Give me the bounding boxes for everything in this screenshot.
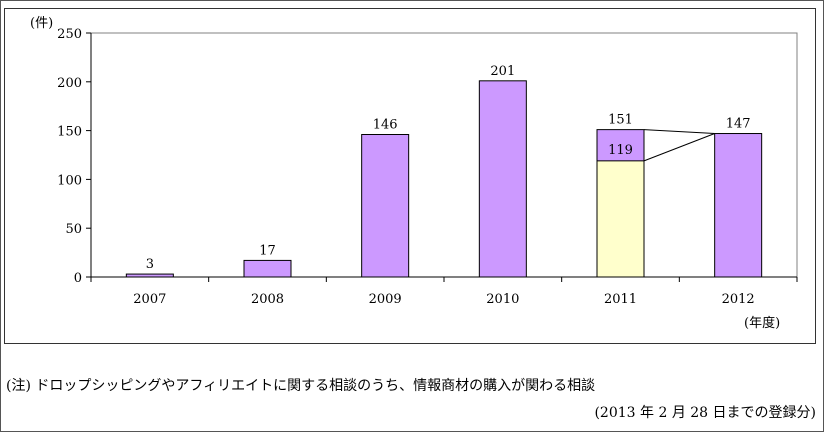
y-unit-label: (件) — [30, 16, 53, 31]
y-tick-label: 50 — [65, 222, 82, 237]
data-label: 17 — [259, 243, 276, 258]
footnote-date: (2013 年 2 月 28 日までの登録分) — [594, 405, 816, 421]
data-label: 201 — [490, 64, 515, 79]
bar — [361, 134, 410, 278]
x-tick-label: 2010 — [486, 292, 519, 307]
connector-line — [643, 133, 715, 162]
y-axis: 0 50 100 150 200 250 — [57, 27, 92, 286]
data-label: 151 — [608, 113, 633, 128]
sub-segment-label: 119 — [608, 143, 633, 158]
plot-frame — [90, 32, 798, 278]
x-axis: 2007 2008 2009 2010 2011 2012 — [90, 276, 798, 307]
y-tick-label: 150 — [57, 125, 82, 140]
data-labels: 3 17 146 201 151 147 119 — [146, 64, 751, 272]
bar — [714, 133, 763, 278]
connector-line — [643, 129, 715, 135]
data-label: 147 — [726, 117, 751, 132]
x-tick-label: 2011 — [604, 292, 637, 307]
plot-area — [90, 32, 798, 278]
chart-container — [4, 8, 816, 344]
footnote: (注) ドロップシッピングやアフィリエイトに関する相談のうち、情報商材の購入が関… — [6, 378, 596, 394]
data-label: 146 — [373, 118, 398, 133]
bar — [243, 259, 292, 278]
bars — [125, 80, 763, 278]
y-tick-label: 0 — [74, 271, 82, 286]
data-label: 3 — [146, 257, 154, 272]
x-tick-label: 2007 — [133, 292, 166, 307]
bar — [125, 273, 174, 278]
bar-sub-segment — [596, 160, 645, 278]
x-tick-label: 2012 — [722, 292, 755, 307]
bar — [478, 80, 527, 278]
y-tick-label: 250 — [57, 27, 82, 42]
y-tick-label: 100 — [57, 173, 82, 188]
x-tick-label: 2009 — [369, 292, 402, 307]
y-tick-label: 200 — [57, 76, 82, 91]
x-tick-label: 2008 — [251, 292, 284, 307]
x-unit-label: (年度) — [744, 315, 780, 331]
